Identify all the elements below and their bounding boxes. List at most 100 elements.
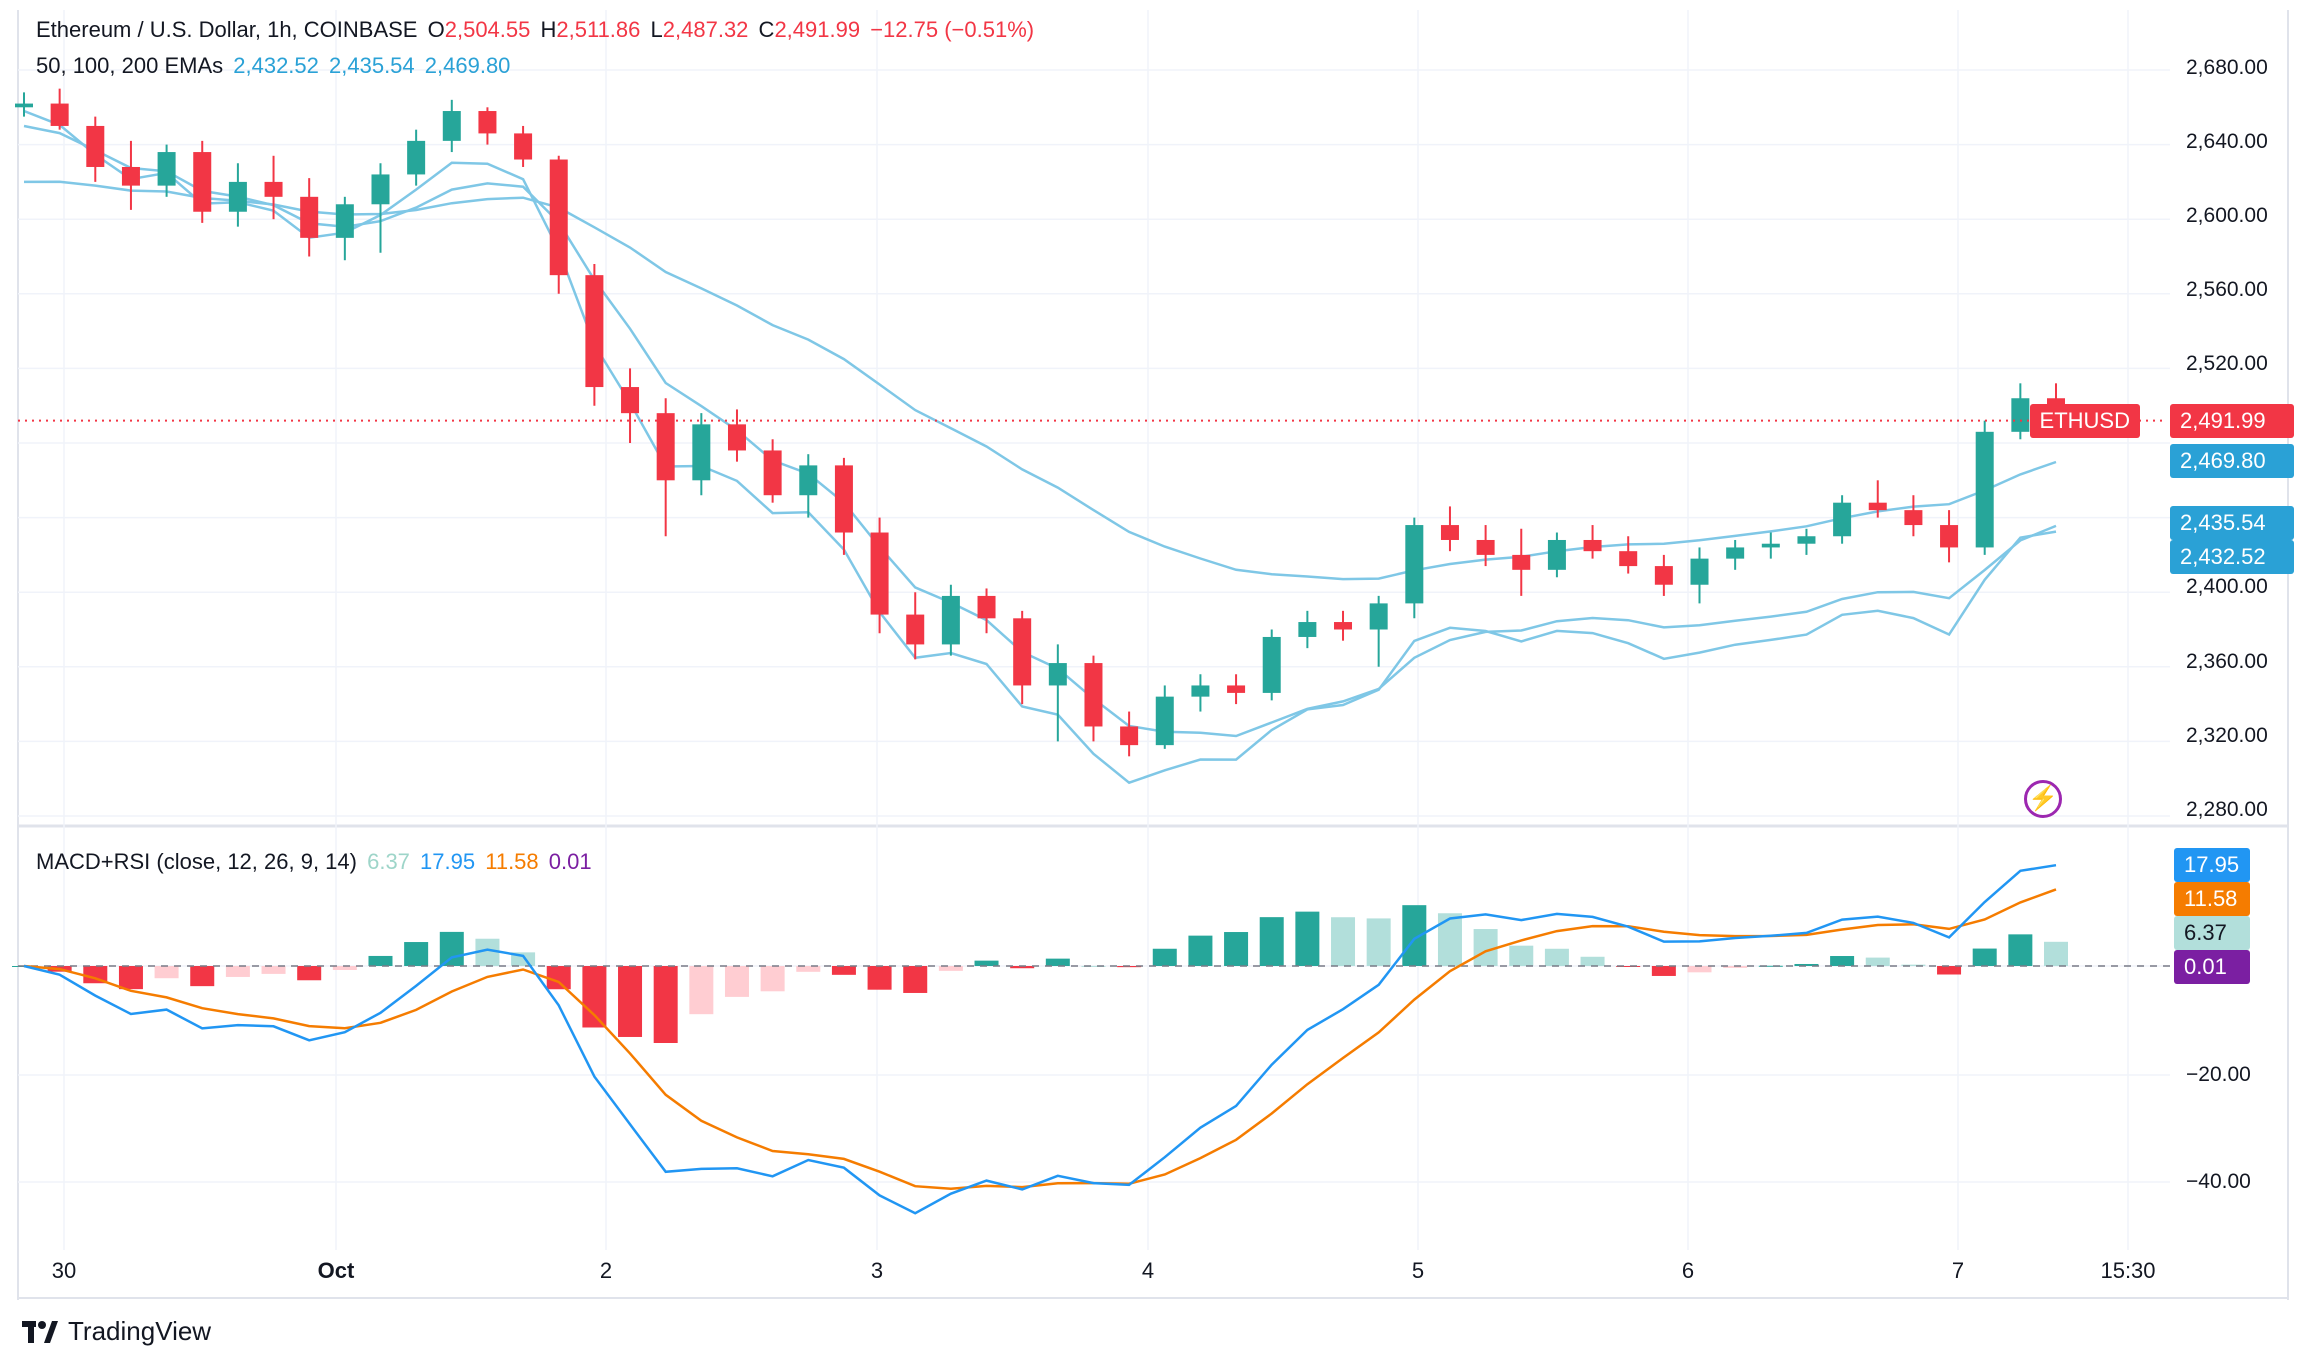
low-label: L — [650, 17, 663, 42]
candle-body — [1654, 566, 1673, 585]
candle-body — [1761, 543, 1780, 548]
histogram-bar — [582, 966, 607, 1028]
open-label: O — [427, 17, 445, 42]
histogram-bar — [831, 966, 856, 975]
histogram-bar — [1580, 956, 1605, 966]
x-tick: Oct — [317, 1258, 355, 1283]
candle-body — [1155, 696, 1174, 746]
histogram-bar — [1331, 917, 1356, 966]
histogram-bar — [297, 966, 322, 981]
candle-body — [1084, 663, 1103, 727]
candle-body — [228, 181, 247, 212]
histogram-bar — [1687, 966, 1712, 973]
y-tick: 2,600.00 — [2186, 204, 2268, 227]
candle-body — [1797, 536, 1816, 544]
macd-lines — [23, 863, 2057, 1215]
histogram-bar — [404, 942, 429, 966]
candle-body — [941, 595, 960, 645]
histogram-bar — [938, 966, 963, 971]
histogram-bar — [1259, 917, 1284, 966]
legend-indicator: MACD+RSI (close, 12, 26, 9, 14) 6.37 17.… — [36, 848, 596, 876]
tradingview-logo[interactable]: TradingView — [22, 1316, 211, 1347]
indicator-value-3: 11.58 — [485, 849, 539, 874]
last-price-badge: 2,491.99 — [2170, 404, 2294, 438]
candle-body — [870, 532, 889, 615]
rsi-badge: 0.01 — [2174, 950, 2250, 984]
ema50-line — [23, 109, 2057, 785]
histogram-bar — [724, 966, 749, 997]
signal-line — [23, 888, 2057, 1191]
candle-body — [300, 196, 319, 238]
candle-body — [371, 174, 390, 205]
histogram-bar — [1937, 966, 1962, 975]
histogram-bar — [2008, 934, 2033, 966]
histogram-bar — [190, 966, 215, 987]
histogram-bar — [1865, 957, 1890, 966]
candle-body — [1048, 663, 1067, 686]
histogram-bar — [261, 966, 286, 974]
ema-label[interactable]: 50, 100, 200 EMAs — [36, 53, 224, 78]
histogram-bar — [867, 966, 892, 990]
x-tick: 6 — [1681, 1258, 1695, 1283]
candle-body — [1975, 431, 1994, 548]
candle-body — [1298, 622, 1317, 637]
y-tick: −20.00 — [2186, 1063, 2251, 1086]
symbol-title[interactable]: Ethereum / U.S. Dollar, 1h, COINBASE — [36, 17, 418, 42]
histogram-bar — [546, 966, 571, 990]
histogram-bar — [332, 966, 357, 971]
macd-histogram — [12, 905, 2068, 1043]
y-tick: 2,680.00 — [2186, 56, 2268, 79]
histogram-bar — [1224, 932, 1249, 966]
candle-body — [692, 424, 711, 481]
candle-body — [1583, 539, 1602, 552]
candle-body — [478, 111, 497, 134]
histogram-bar — [1366, 918, 1391, 966]
candle-body — [977, 595, 996, 619]
ema200-badge: 2,469.80 — [2170, 444, 2294, 478]
x-tick: 5 — [1411, 1258, 1425, 1283]
indicator-value-2: 17.95 — [420, 849, 476, 874]
histogram-bar — [118, 966, 143, 990]
candle-body — [1405, 525, 1424, 604]
y-tick: 2,360.00 — [2186, 650, 2268, 673]
histogram-bar — [1473, 929, 1498, 966]
macd-badge: 17.95 — [2174, 848, 2250, 882]
candles — [15, 88, 2065, 757]
brand-name: TradingView — [68, 1316, 212, 1346]
candle-body — [727, 424, 746, 451]
candle-body — [834, 465, 853, 533]
histogram-bar — [1972, 948, 1997, 966]
histogram-bar — [1045, 958, 1070, 966]
candle-body — [1833, 502, 1852, 537]
flash-icon[interactable]: ⚡ — [2024, 780, 2062, 818]
candle-body — [442, 111, 461, 141]
candle-body — [1547, 539, 1566, 570]
candle-body — [1227, 685, 1246, 693]
ema-lines — [23, 109, 2057, 785]
candle-body — [1904, 510, 1923, 526]
y-tick: 2,520.00 — [2186, 352, 2268, 375]
low-value: 2,487.32 — [662, 17, 749, 42]
legend-ema: 50, 100, 200 EMAs 2,432.52 2,435.54 2,46… — [36, 52, 514, 80]
open-value: 2,504.55 — [444, 17, 531, 42]
candle-body — [1940, 525, 1959, 548]
ema100-line — [23, 124, 2057, 738]
histogram-bar — [618, 966, 643, 1037]
histogram-bar — [796, 966, 821, 972]
x-tick: 2 — [599, 1258, 613, 1283]
histogram-bar — [1616, 966, 1641, 967]
candle-body — [1262, 636, 1281, 693]
histogram-bar — [1830, 956, 1855, 966]
histogram-bar — [1509, 945, 1534, 966]
histogram-bar — [1295, 911, 1320, 966]
candle-body — [1690, 558, 1709, 585]
histogram-bar — [439, 931, 464, 966]
y-tick: 2,320.00 — [2186, 724, 2268, 747]
histogram-bar — [1723, 966, 1748, 968]
x-tick: 30 — [51, 1258, 77, 1283]
ema100-badge: 2,435.54 — [2170, 506, 2294, 540]
candle-body — [1440, 525, 1459, 540]
indicator-label[interactable]: MACD+RSI (close, 12, 26, 9, 14) — [36, 849, 357, 874]
histogram-bar — [83, 966, 108, 984]
